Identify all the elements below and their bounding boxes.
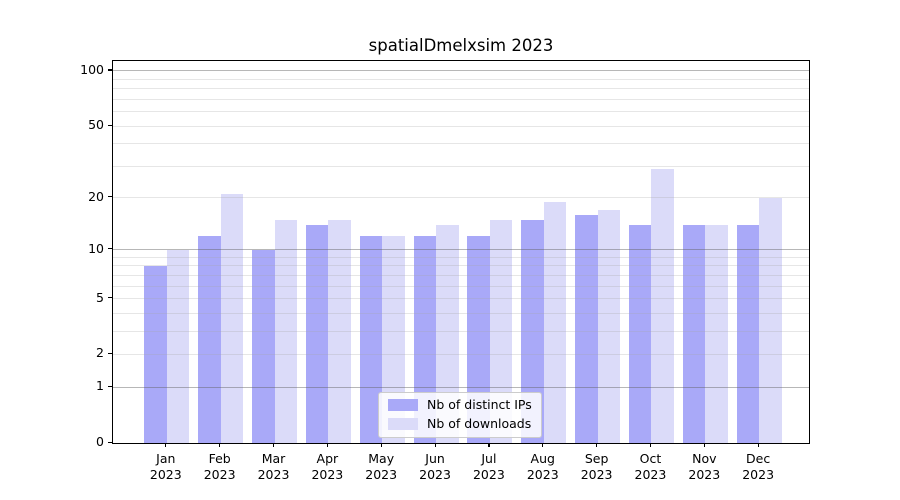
bar-downloads xyxy=(166,249,190,443)
y-axis-tick-label: 10 xyxy=(88,240,104,256)
bar-downloads xyxy=(436,224,459,443)
bar-downloads xyxy=(759,197,782,443)
x-axis-tick xyxy=(488,443,490,447)
y-axis-tick xyxy=(108,441,112,443)
x-axis-tick-label: Oct 2023 xyxy=(634,451,667,482)
y-axis-tick-label: 20 xyxy=(88,188,104,204)
x-axis-tick-label: Dec 2023 xyxy=(742,451,775,482)
bars-layer xyxy=(113,61,809,443)
bar-downloads xyxy=(274,219,297,443)
bar-downloads xyxy=(220,193,244,443)
chart-title: spatialDmelxsim 2023 xyxy=(368,36,554,55)
y-axis-tick xyxy=(108,248,112,250)
bar-distinct-ips xyxy=(359,236,383,443)
x-axis-tick xyxy=(649,443,652,447)
bar-distinct-ips xyxy=(682,224,706,443)
x-axis-tick xyxy=(434,443,436,447)
bar-downloads xyxy=(705,224,728,443)
y-axis-tick-label: 0 xyxy=(96,434,104,449)
y-axis-tick-label: 2 xyxy=(96,345,104,361)
bar-downloads xyxy=(489,219,513,443)
x-axis-tick-label: May 2023 xyxy=(365,451,398,482)
x-axis-tick xyxy=(596,443,598,447)
bar-distinct-ips xyxy=(144,265,167,443)
legend-swatch-downloads xyxy=(388,418,418,430)
x-axis-tick xyxy=(542,443,544,447)
y-axis-tick-label: 1 xyxy=(96,378,104,394)
x-axis-tick xyxy=(219,443,221,447)
y-axis-tick xyxy=(108,297,112,299)
bar-downloads xyxy=(597,210,621,443)
bar-distinct-ips xyxy=(198,236,221,443)
x-axis-tick-label: Jun 2023 xyxy=(419,451,451,482)
bar-distinct-ips xyxy=(413,236,437,443)
x-axis-tick-label: Nov 2023 xyxy=(688,451,721,482)
x-axis-tick-label: Jan 2023 xyxy=(149,451,182,482)
y-axis-tick-label: 100 xyxy=(80,61,104,77)
legend-row-downloads: Nb of downloads xyxy=(388,416,532,432)
bar-downloads xyxy=(543,201,567,443)
x-axis-tick-label: Sep 2023 xyxy=(580,451,613,482)
y-axis-tick-label: 50 xyxy=(88,117,104,133)
bar-distinct-ips xyxy=(575,214,598,443)
x-axis-tick-label: Mar 2023 xyxy=(257,451,290,482)
legend-swatch-distinct-ips xyxy=(388,399,418,411)
bar-distinct-ips xyxy=(305,224,329,443)
legend: Nb of distinct IPs Nb of downloads xyxy=(378,392,542,438)
x-axis-tick-label: Jul 2023 xyxy=(472,451,505,482)
x-axis-tick-label: Feb 2023 xyxy=(203,451,236,482)
x-axis-tick xyxy=(380,443,382,447)
x-axis-tick xyxy=(757,443,759,447)
legend-label-distinct-ips: Nb of distinct IPs xyxy=(427,397,532,412)
y-axis-tick xyxy=(108,352,112,355)
bar-distinct-ips xyxy=(467,236,490,443)
y-axis-tick xyxy=(108,196,112,198)
x-axis-tick-label: Aug 2023 xyxy=(526,451,559,482)
bar-downloads xyxy=(328,219,351,443)
x-axis-tick xyxy=(165,443,167,447)
y-axis-tick xyxy=(108,124,112,126)
x-axis-tick xyxy=(273,443,275,447)
bar-downloads xyxy=(382,236,405,443)
bar-distinct-ips xyxy=(521,219,544,443)
bar-downloads xyxy=(651,168,674,443)
bar-distinct-ips xyxy=(736,224,760,443)
y-axis-tick-label: 5 xyxy=(96,289,104,305)
x-axis-tick xyxy=(326,443,329,447)
y-axis-tick xyxy=(108,69,112,71)
bar-distinct-ips xyxy=(252,249,275,443)
legend-row-distinct-ips: Nb of distinct IPs xyxy=(388,397,532,413)
bar-distinct-ips xyxy=(628,224,652,443)
y-axis-tick xyxy=(108,385,112,387)
legend-label-downloads: Nb of downloads xyxy=(427,416,532,431)
plot-area: Nb of distinct IPs Nb of downloads xyxy=(112,60,810,444)
x-axis-tick-label: Apr 2023 xyxy=(311,451,344,482)
x-axis-tick xyxy=(703,443,705,447)
